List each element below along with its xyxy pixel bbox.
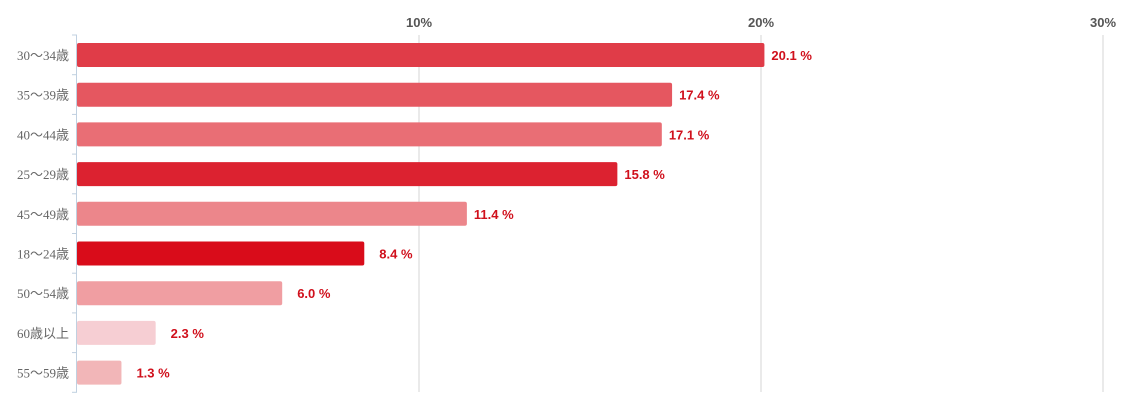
category-label: 35〜39歳 [17,88,69,103]
value-label: 8.4 % [379,247,413,262]
bar [77,162,618,187]
bar [77,122,662,147]
category-label: 50〜54歳 [17,286,69,301]
bar [77,360,122,385]
category-label: 60歳以上 [17,326,69,341]
x-tick-label: 10% [406,15,432,30]
bar [77,82,673,107]
value-label: 2.3 % [171,326,205,341]
category-label: 55〜59歳 [17,366,69,381]
x-tick-label: 30% [1090,15,1116,30]
value-label: 1.3 % [136,366,170,381]
value-label: 6.0 % [297,286,331,301]
category-label: 30〜34歳 [17,48,69,63]
category-label: 25〜29歳 [17,167,69,182]
value-label: 17.4 % [679,88,720,103]
category-label: 45〜49歳 [17,207,69,222]
value-label: 15.8 % [624,167,665,182]
bar [77,201,467,226]
category-label: 18〜24歳 [17,247,69,262]
category-label: 40〜44歳 [17,127,69,142]
bar [77,320,156,345]
bar [77,241,365,266]
value-label: 17.1 % [669,127,710,142]
bar [77,43,765,67]
bar [77,281,283,306]
x-tick-label: 20% [748,15,774,30]
value-label: 11.4 % [474,207,514,222]
value-label: 20.1 % [771,48,812,63]
